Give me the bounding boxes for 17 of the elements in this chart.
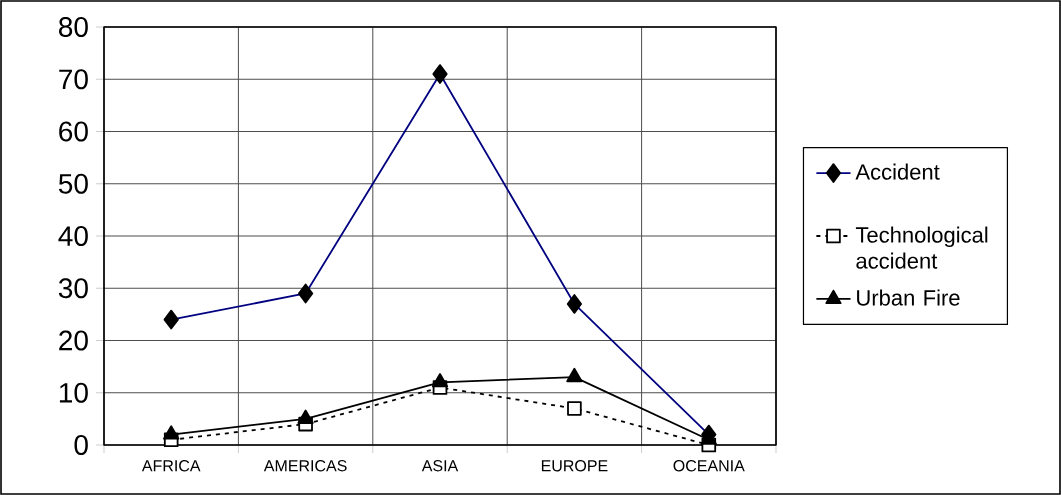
y-tick-label: 10 <box>59 382 88 403</box>
y-tick-label: 50 <box>58 173 88 194</box>
y-tick-label: 40 <box>58 226 88 246</box>
legend-label: Accident <box>855 163 940 180</box>
x-tick-label: ASIA <box>421 460 459 472</box>
y-tick-label: 0 <box>74 435 88 455</box>
x-tick-label: OCEANIA <box>673 460 745 472</box>
y-tick-label: 60 <box>59 121 88 142</box>
legend-label: Technological accident <box>855 226 988 269</box>
x-tick-label: EUROPE <box>541 460 608 472</box>
legend-label: Urban Fire <box>857 289 960 306</box>
x-tick-label: AMERICAS <box>263 460 347 472</box>
y-tick-label: 20 <box>59 330 88 351</box>
y-tick-label: 70 <box>59 69 88 90</box>
y-tick-label: 30 <box>58 278 88 299</box>
x-tick-label: AFRICA <box>141 460 201 472</box>
y-tick-label: 80 <box>59 17 88 37</box>
